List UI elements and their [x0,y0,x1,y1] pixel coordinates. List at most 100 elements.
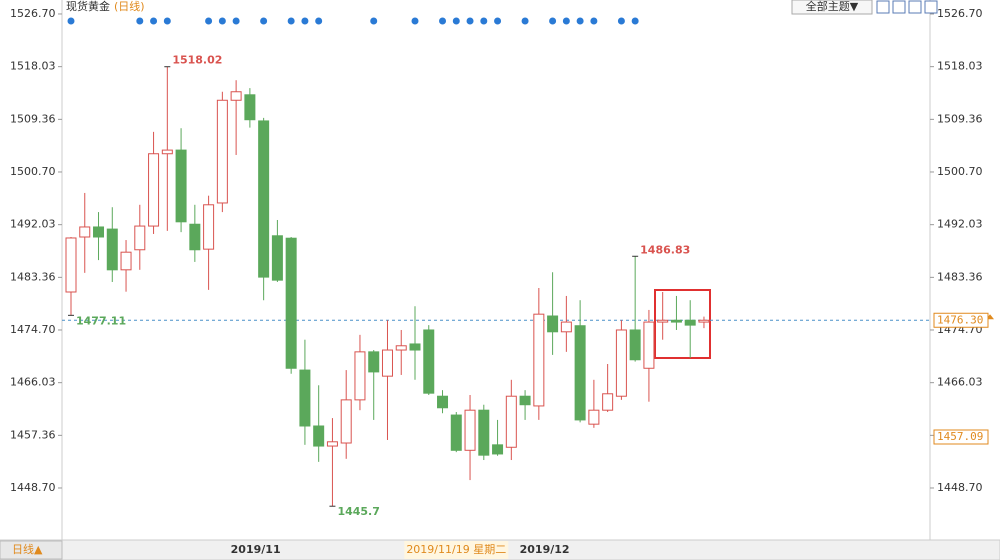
y2-tick-label: 1466.03 [937,376,983,389]
y-tick-label: 1509.36 [10,112,56,125]
candle-body [423,329,435,394]
candle-body [271,235,283,281]
candle-body [560,321,572,333]
candle-body [381,349,393,377]
y-tick-label: 1500.70 [10,165,56,178]
candle-body [354,351,366,401]
candle-body [547,315,559,333]
annotation-label: 1486.83 [640,243,690,256]
event-dot [466,17,474,25]
candle-body [684,319,696,326]
annotation-label: 1477.11 [76,314,126,327]
candle-body [437,395,449,409]
candle-body [670,319,682,323]
y2-tick-label: 1483.36 [937,270,983,283]
candle-body [326,441,338,447]
price-label-box [933,429,989,445]
candle-body [65,237,77,293]
candle-body [505,395,517,448]
event-dot [67,17,75,25]
y-tick-label: 1466.03 [10,376,56,389]
y-tick-label: 1518.03 [10,60,56,73]
toolbar-icons[interactable] [876,0,938,14]
candle-body [106,228,118,271]
y-tick-label: 1448.70 [10,481,56,494]
highlight-box [654,289,711,359]
candle-body [629,329,641,361]
candle-body [216,99,228,204]
candle-body [134,225,146,251]
candle-body [588,409,600,425]
price-label: 1476.30 [937,313,983,326]
period-button[interactable] [0,540,63,560]
x-tick-label: 2019/12 [520,543,570,556]
crosshair-label: 2019/11/19 星期二 [406,543,506,556]
icon[interactable] [924,0,938,14]
theme-button-label[interactable]: 全部主题▼ [806,0,859,13]
candle-body [79,226,91,238]
candle-body [313,425,325,447]
candle-body [574,325,586,421]
candle-body [519,395,531,406]
event-dot [480,17,488,25]
y-tick-label: 1492.03 [10,218,56,231]
candle-body [643,321,655,369]
candle-body [409,343,421,351]
event-dot [411,17,419,25]
event-dot [439,17,447,25]
chart-title: 现货黄金 [66,0,110,13]
y2-tick-label: 1526.70 [937,7,983,20]
icon[interactable] [876,0,890,14]
candle-body [450,414,462,451]
candle-body [299,369,311,427]
candle-body [285,237,297,369]
event-dot [315,17,323,25]
theme-button[interactable] [791,0,873,15]
annotation-label: 1445.7 [337,505,379,518]
crosshair-label-box [404,541,509,559]
price-label: 1457.09 [937,430,983,443]
event-dot [218,17,226,25]
y2-tick-label: 1448.70 [937,481,983,494]
candle-body [203,204,215,250]
y2-tick-label: 1492.03 [937,218,983,231]
x-tick-label: 2019/11 [231,543,281,556]
candle-body [258,120,270,278]
candle-body [340,399,352,444]
candle-body [533,313,545,407]
event-dot [549,17,557,25]
event-dot [287,17,295,25]
candle-body [615,329,627,397]
candle-body [244,94,256,121]
period-button-label[interactable]: 日线▲ [12,542,43,556]
event-dot [576,17,584,25]
chart-subtitle: (日线) [114,0,145,13]
candle-body [478,409,490,456]
candle-body [368,351,380,373]
candle-body [161,149,173,155]
candle-body [175,149,187,223]
event-dot [136,17,144,25]
icon[interactable] [908,0,922,14]
icon[interactable] [892,0,906,14]
y2-tick-label: 1509.36 [937,112,983,125]
price-label-box [933,312,989,328]
event-dot [590,17,598,25]
y-tick-label: 1457.36 [10,428,56,441]
candle-body [657,319,669,323]
candle-body [395,345,407,351]
y2-tick-label: 1518.03 [937,60,983,73]
event-dot [301,17,309,25]
candle-body [698,319,710,323]
annotation-label: 1518.02 [172,54,222,67]
candle-body [120,251,132,271]
event-dot [521,17,529,25]
candle-body [93,226,105,238]
event-dot [163,17,171,25]
event-dot [452,17,460,25]
event-dot [370,17,378,25]
event-dot [205,17,213,25]
candle-body [148,153,160,227]
